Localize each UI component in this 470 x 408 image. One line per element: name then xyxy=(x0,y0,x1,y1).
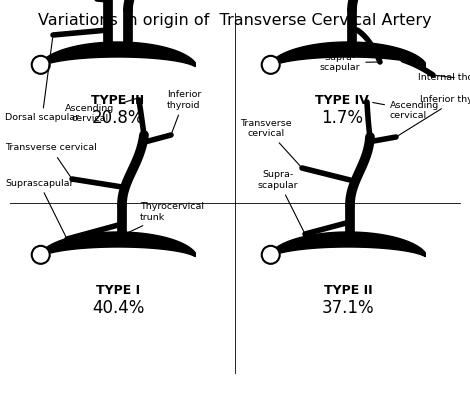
Text: Thyrocervical
trunk: Thyrocervical trunk xyxy=(127,202,204,233)
Text: Dorsal scapular: Dorsal scapular xyxy=(5,38,79,122)
Text: TYPE III: TYPE III xyxy=(92,93,145,106)
Text: Transverse cervical: Transverse cervical xyxy=(0,407,1,408)
Text: Inferior thyroid: Inferior thyroid xyxy=(399,95,470,135)
Text: Supra-
scapular: Supra- scapular xyxy=(320,53,377,72)
Polygon shape xyxy=(271,42,425,67)
Text: TYPE I: TYPE I xyxy=(96,284,140,297)
Text: Supra-
scapular: Supra- scapular xyxy=(0,407,1,408)
Text: Transverse cervical: Transverse cervical xyxy=(5,144,97,177)
Circle shape xyxy=(32,246,50,264)
Text: TYPE II: TYPE II xyxy=(324,284,372,297)
Text: Suprascapular: Suprascapular xyxy=(5,179,73,237)
Text: 1.7%: 1.7% xyxy=(321,109,363,127)
Text: Ascending cervical: Ascending cervical xyxy=(0,407,1,408)
Text: Variations in origin of  Transverse Cervical Artery: Variations in origin of Transverse Cervi… xyxy=(38,13,432,28)
Circle shape xyxy=(262,56,280,74)
Text: Supra-
scapular: Supra- scapular xyxy=(258,170,304,231)
Text: Ascending
cervical: Ascending cervical xyxy=(0,407,1,408)
Text: Inferior
thyroid: Inferior thyroid xyxy=(0,407,1,408)
Text: Inferior thyroid: Inferior thyroid xyxy=(0,407,1,408)
Text: Internal thoracic: Internal thoracic xyxy=(418,73,470,82)
Text: 37.1%: 37.1% xyxy=(321,299,374,317)
Text: Transverse
cervical: Transverse cervical xyxy=(240,119,300,166)
Text: Inferior
thyroid: Inferior thyroid xyxy=(167,90,201,133)
Text: 40.4%: 40.4% xyxy=(92,299,144,317)
Text: 20.8%: 20.8% xyxy=(92,109,144,127)
Circle shape xyxy=(32,56,50,74)
Text: Transverse
cervical: Transverse cervical xyxy=(0,407,1,408)
Polygon shape xyxy=(271,232,425,257)
Text: Ascending
cervical: Ascending cervical xyxy=(373,101,439,120)
Text: Ascending
cervical: Ascending cervical xyxy=(65,98,138,123)
Polygon shape xyxy=(41,42,195,67)
Text: TYPE IV: TYPE IV xyxy=(315,93,369,106)
Circle shape xyxy=(262,246,280,264)
Polygon shape xyxy=(41,232,195,257)
